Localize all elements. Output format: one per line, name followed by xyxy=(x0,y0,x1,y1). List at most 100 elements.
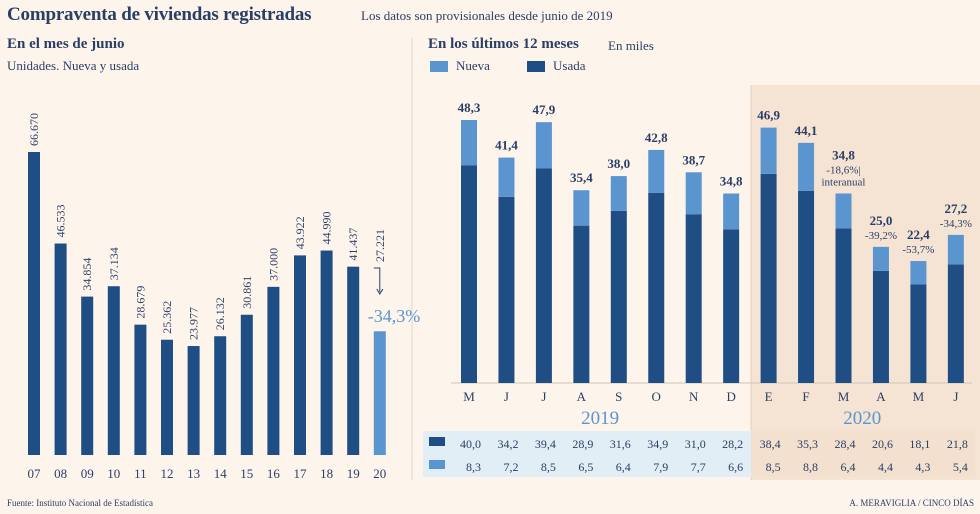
table-cell-usada: 28,2 xyxy=(722,437,743,451)
bar-usada xyxy=(535,168,552,383)
tick-label: N xyxy=(689,389,699,404)
right-chart-title: En los últimos 12 meses xyxy=(428,36,579,52)
annotation-line-text: -39,2% xyxy=(865,230,897,242)
table-cell-nueva: 6,6 xyxy=(728,460,743,474)
total-label: 38,7 xyxy=(682,152,705,167)
table-cell-nueva: 6,5 xyxy=(578,460,593,474)
bar-nueva xyxy=(535,122,552,169)
right-chart-unit: En miles xyxy=(608,38,654,53)
bar xyxy=(240,314,253,455)
tick-label: 08 xyxy=(54,466,67,481)
table-cell-usada: 35,3 xyxy=(797,437,818,451)
tick-label: J xyxy=(504,389,509,404)
chart-title: Compraventa de viviendas registradas xyxy=(7,4,312,25)
table-swatch-usada xyxy=(429,437,445,446)
table-swatch-nueva xyxy=(429,460,445,469)
bar-nueva xyxy=(573,190,590,226)
tick-label: 12 xyxy=(161,466,174,481)
annotation-line-text: -53,7% xyxy=(902,244,934,256)
data-label: 28.679 xyxy=(133,286,147,319)
source-note: Fuente: Instituto Nacional de Estadístic… xyxy=(7,498,153,508)
tick-label: F xyxy=(802,389,809,404)
bar-usada xyxy=(872,270,889,383)
data-label: 41.437 xyxy=(346,228,360,261)
table-cell-nueva: 4,4 xyxy=(878,460,893,474)
tick-label: 13 xyxy=(187,466,200,481)
tick-label: 09 xyxy=(81,466,94,481)
tick-label: A xyxy=(577,389,587,404)
annotation-line-text: -34,3% xyxy=(940,218,972,230)
bar-nueva xyxy=(947,234,964,265)
data-label: 34.854 xyxy=(80,258,94,291)
table-cell-usada: 28,9 xyxy=(572,437,593,451)
bar-usada xyxy=(835,228,852,383)
bar-nueva xyxy=(610,176,627,211)
legend-label: Nueva xyxy=(456,58,490,73)
tick-label: J xyxy=(541,389,546,404)
table-cell-usada: 39,4 xyxy=(535,437,556,451)
table-cell-nueva: 7,2 xyxy=(503,460,518,474)
data-label: 26.132 xyxy=(213,297,227,330)
table-cell-usada: 21,8 xyxy=(947,437,968,451)
bar xyxy=(54,243,67,455)
tick-label: O xyxy=(652,389,661,404)
tick-label: S xyxy=(615,389,622,404)
data-label: 37.134 xyxy=(107,247,121,280)
table-cell-usada: 31,6 xyxy=(610,437,631,451)
change-annotation: -34,3% xyxy=(368,306,421,326)
total-label: 35,4 xyxy=(570,170,593,185)
bar-nueva xyxy=(910,261,927,285)
tick-label: D xyxy=(726,389,735,404)
bar-usada xyxy=(723,229,740,383)
data-label: 66.670 xyxy=(27,113,41,146)
bar xyxy=(28,152,40,455)
tick-label: 19 xyxy=(347,466,360,481)
bar xyxy=(214,336,227,455)
table-cell-usada: 40,0 xyxy=(460,437,481,451)
bar-nueva xyxy=(685,172,702,215)
bar-nueva xyxy=(760,127,777,174)
bar-usada xyxy=(573,225,590,383)
bar-nueva xyxy=(648,149,665,193)
left-chart-subtitle: Unidades. Nueva y usada xyxy=(7,58,140,73)
total-label: 42,8 xyxy=(645,130,668,145)
total-label: 44,1 xyxy=(795,123,818,138)
table-cell-usada: 20,6 xyxy=(872,437,893,451)
bar-usada xyxy=(648,192,665,383)
tick-label: 07 xyxy=(28,466,42,481)
table-cell-usada: 31,0 xyxy=(685,437,706,451)
total-label: 48,3 xyxy=(458,100,481,115)
tick-label: E xyxy=(765,389,773,404)
bar-nueva xyxy=(723,193,740,230)
table-cell-usada: 28,4 xyxy=(835,437,856,451)
bar xyxy=(187,346,200,455)
table-cell-nueva: 8,3 xyxy=(466,460,481,474)
table-cell-nueva: 7,7 xyxy=(691,460,706,474)
total-label: 38,0 xyxy=(607,156,630,171)
table-cell-nueva: 8,8 xyxy=(803,460,818,474)
tick-label: M xyxy=(463,389,475,404)
bar xyxy=(81,296,94,455)
bar-nueva xyxy=(461,120,477,166)
data-label: 44.990 xyxy=(320,212,334,245)
data-label: 46.533 xyxy=(54,205,68,238)
change-annotation: -53,7% xyxy=(902,244,934,256)
bar xyxy=(373,331,386,455)
tick-label: 15 xyxy=(240,466,253,481)
bar xyxy=(267,286,280,455)
legend-nueva: Nueva xyxy=(430,58,490,74)
annotation-line xyxy=(373,267,381,292)
total-label: 41,4 xyxy=(495,138,518,153)
table-cell-nueva: 7,9 xyxy=(653,460,668,474)
bar-nueva xyxy=(498,157,515,197)
table-cell-usada: 38,4 xyxy=(760,437,781,451)
tick-label: 17 xyxy=(294,466,308,481)
panel-2020 xyxy=(751,85,980,480)
tick-label: 11 xyxy=(134,466,147,481)
tick-label: 14 xyxy=(214,466,228,481)
table-bg-2019 xyxy=(423,431,751,477)
table-cell-nueva: 6,4 xyxy=(841,460,856,474)
bar xyxy=(134,324,147,455)
year-label: 2019 xyxy=(581,408,619,429)
table-cell-nueva: 8,5 xyxy=(541,460,556,474)
